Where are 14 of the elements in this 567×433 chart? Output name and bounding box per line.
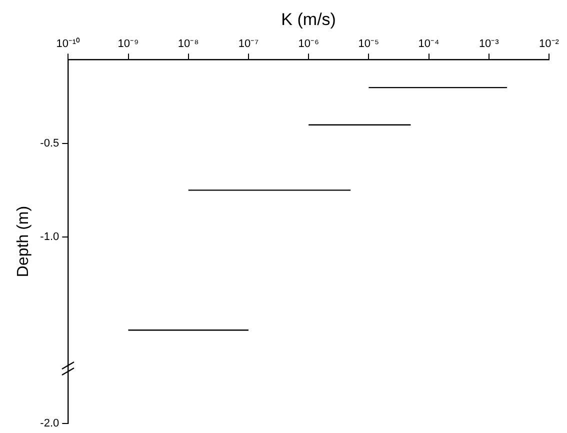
x-tick-label: 10⁻³ [478, 38, 500, 50]
x-tick-label: 10⁻⁵ [358, 38, 380, 50]
y-tick-label: -0.5 [40, 138, 60, 150]
x-tick-label: 10⁻² [539, 38, 560, 50]
y-axis-title: Depth (m) [15, 206, 32, 278]
x-tick-label: 10⁻¹⁰ [56, 37, 80, 50]
x-axis-title: K (m/s) [281, 10, 336, 29]
y-tick-label: -2.0 [40, 417, 60, 430]
x-tick-label: 10⁻⁹ [118, 38, 139, 50]
x-tick-label: 10⁻⁶ [298, 38, 319, 50]
x-tick-label: 10⁻⁷ [238, 38, 259, 50]
y-tick-label: -1.0 [40, 230, 60, 243]
x-tick-label: 10⁻⁴ [418, 38, 440, 50]
x-tick-label: 10⁻⁸ [178, 38, 199, 50]
